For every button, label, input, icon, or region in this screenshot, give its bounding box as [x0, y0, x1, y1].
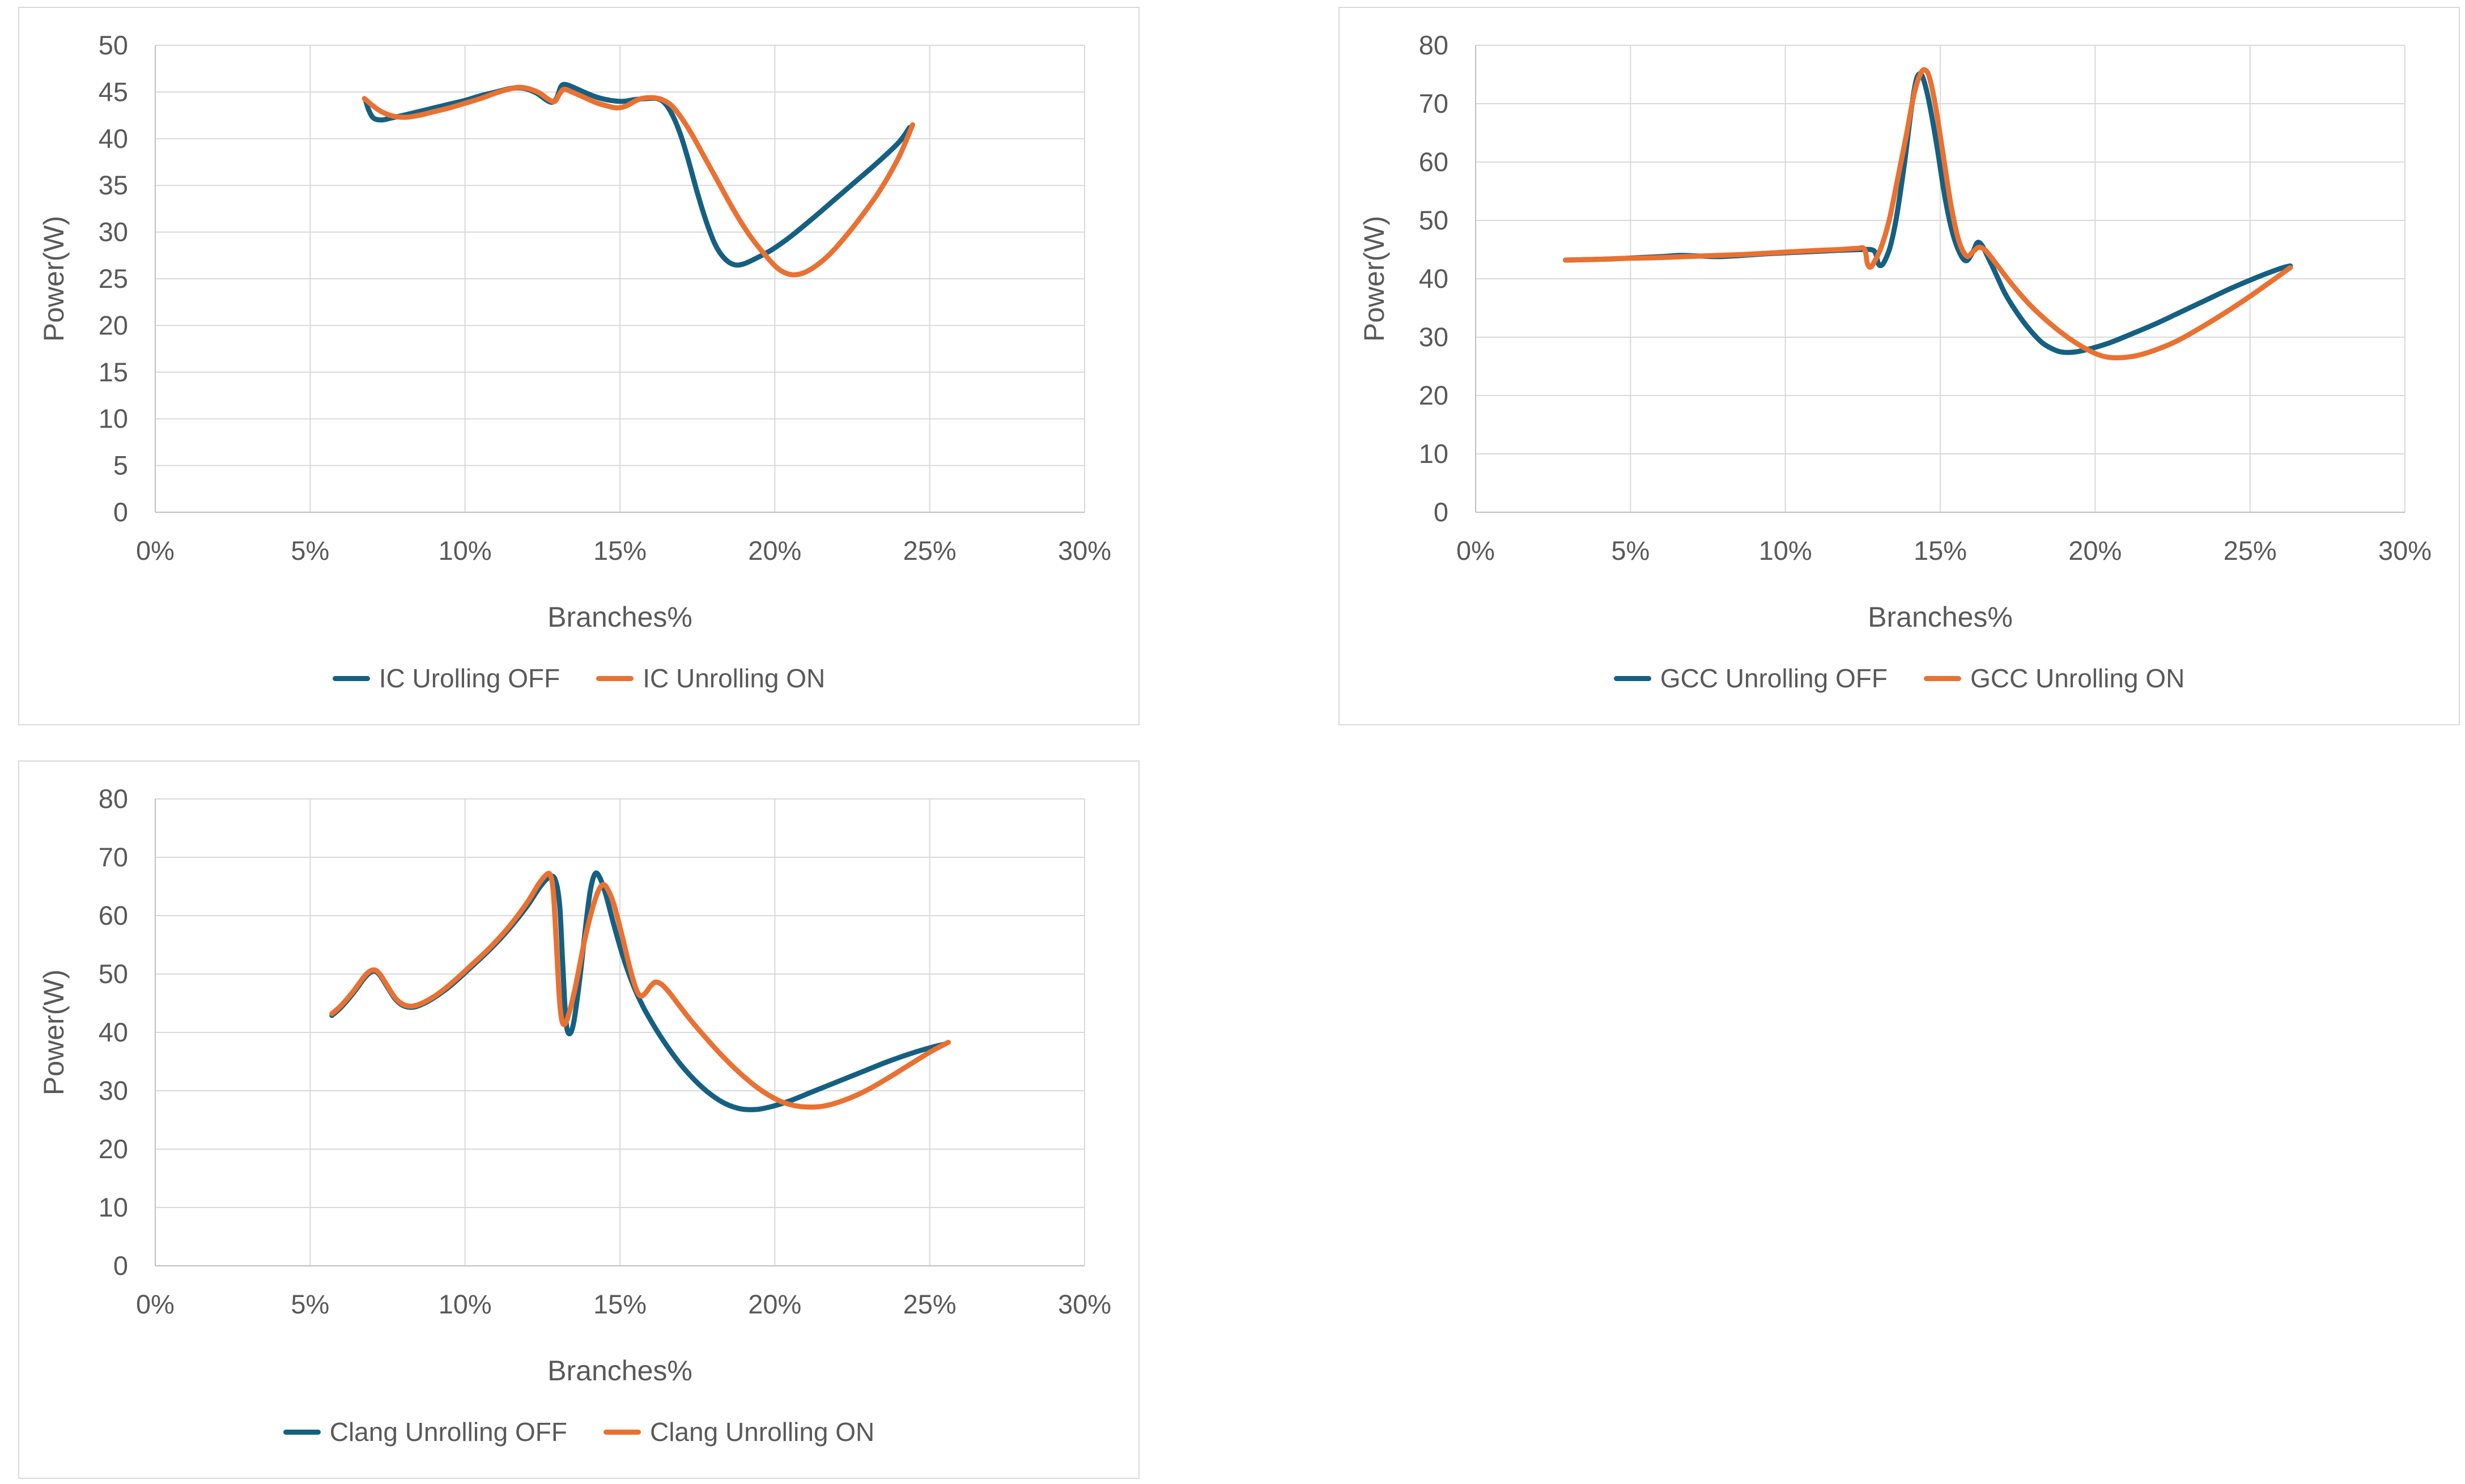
y-tick-label: 60: [1419, 147, 1448, 177]
y-tick-label: 0: [1434, 497, 1448, 527]
x-tick-label: 20%: [748, 1289, 801, 1319]
gcc-unrolling-off-line: [1563, 71, 2293, 355]
legend-item-gcc-unrolling-off: GCC Unrolling OFF: [1613, 663, 1888, 694]
x-axis-title: Branches%: [547, 601, 692, 633]
x-tick-label: 0%: [1456, 535, 1495, 565]
legend-line-swatch: [603, 1429, 641, 1435]
gcc-power-chart: 0 10 20 30 40 50 60 70 80 0% 5% 10% 15% 20% 25% 30% Bran…: [1358, 30, 2432, 633]
y-tick-label: 70: [1419, 88, 1448, 118]
clang-chart-legend: Clang Unrolling OFF Clang Unrolling ON: [19, 1417, 1138, 1447]
y-tick-label: 20: [99, 310, 128, 340]
x-tick-label: 5%: [291, 1289, 329, 1319]
legend-line-swatch: [1923, 675, 1961, 681]
y-tick-label: 50: [1419, 205, 1448, 235]
y-tick-label: 20: [1419, 380, 1448, 410]
y-tick-label: 45: [99, 76, 128, 107]
y-tick-label: 30: [99, 217, 128, 247]
x-tick-label: 30%: [1058, 1289, 1111, 1319]
x-tick-label: 25%: [903, 1289, 957, 1319]
y-tick-label: 40: [1419, 263, 1448, 294]
clang-power-chart: 0 10 20 30 40 50 60 70 80 0% 5% 10% 15% 20% 25% 30% Bran…: [38, 784, 1111, 1387]
y-tick-label: 0: [113, 497, 128, 527]
chart-panel-gcc: 0 10 20 30 40 50 60 70 80 0% 5% 10% 15% 20% 25% 30% Bran…: [1338, 7, 2460, 725]
y-axis-title: Power(W): [1358, 216, 1390, 342]
ic-urolling-off-line: [363, 82, 912, 268]
legend-item-ic-unrolling-on: IC Unrolling ON: [596, 663, 825, 694]
x-tick-label: 5%: [1611, 535, 1650, 565]
legend-line-swatch: [332, 675, 370, 681]
x-tick-label: 15%: [593, 1289, 647, 1319]
y-tick-label: 25: [99, 263, 128, 294]
legend-label: Clang Unrolling OFF: [329, 1417, 567, 1447]
y-tick-label: 15: [99, 357, 128, 387]
legend-item-clang-unrolling-off: Clang Unrolling OFF: [283, 1417, 567, 1447]
y-tick-label: 30: [1419, 322, 1448, 352]
ic-unrolling-on-line: [362, 84, 916, 278]
legend-line-swatch: [596, 675, 634, 681]
y-tick-label: 80: [99, 784, 128, 814]
y-tick-label: 35: [99, 170, 128, 200]
legend-label: Clang Unrolling ON: [649, 1417, 875, 1447]
x-tick-label: 10%: [1759, 535, 1812, 565]
y-tick-label: 50: [99, 30, 128, 60]
y-tick-label: 60: [99, 900, 128, 930]
y-tick-label: 30: [99, 1075, 128, 1105]
x-axis-title: Branches%: [547, 1355, 692, 1387]
gcc-chart-legend: GCC Unrolling OFF GCC Unrolling ON: [1340, 663, 2459, 694]
legend-item-ic-urolling-off: IC Urolling OFF: [332, 663, 560, 694]
legend-line-swatch: [283, 1429, 321, 1435]
ic-chart-legend: IC Urolling OFF IC Unrolling ON: [19, 663, 1138, 694]
y-tick-label: 10: [1419, 439, 1448, 469]
y-tick-label: 80: [1419, 30, 1448, 60]
y-tick-label: 0: [113, 1251, 128, 1281]
legend-item-clang-unrolling-on: Clang Unrolling ON: [603, 1417, 875, 1447]
x-tick-label: 25%: [903, 535, 957, 565]
y-axis-title: Power(W): [38, 216, 70, 342]
y-tick-label: 5: [113, 450, 128, 481]
clang-unrolling-on-line: [329, 870, 951, 1110]
x-tick-label: 0%: [136, 535, 175, 565]
legend-line-swatch: [1613, 675, 1651, 681]
y-tick-label: 10: [99, 1192, 128, 1222]
x-tick-label: 25%: [2224, 535, 2277, 565]
y-tick-label: 50: [99, 959, 128, 989]
gcc-unrolling-on-line: [1563, 67, 2293, 361]
ic-power-chart: 0 5 10 15 20 25 30 35 40 45 50 0% 5% 10% 15% 20% 25% 30% B…: [38, 30, 1111, 633]
x-tick-label: 20%: [2068, 535, 2122, 565]
legend-label: GCC Unrolling OFF: [1660, 664, 1888, 693]
y-tick-label: 40: [99, 124, 128, 154]
legend-item-gcc-unrolling-on: GCC Unrolling ON: [1923, 663, 2185, 694]
legend-label: IC Urolling OFF: [379, 664, 560, 693]
legend-label: IC Unrolling ON: [643, 664, 826, 693]
y-tick-label: 20: [99, 1134, 128, 1164]
x-tick-label: 0%: [136, 1289, 175, 1319]
x-tick-label: 30%: [1058, 535, 1111, 565]
y-tick-label: 70: [99, 842, 128, 872]
x-tick-label: 15%: [1914, 535, 1967, 565]
y-tick-label: 40: [99, 1017, 128, 1047]
legend-label: GCC Unrolling ON: [1970, 664, 2185, 693]
x-axis-title: Branches%: [1868, 601, 2013, 633]
x-tick-label: 5%: [291, 535, 329, 565]
x-tick-label: 30%: [2378, 535, 2432, 565]
x-tick-label: 15%: [593, 535, 647, 565]
chart-panel-clang: 0 10 20 30 40 50 60 70 80 0% 5% 10% 15% 20% 25% 30% Bran…: [18, 760, 1140, 1479]
y-axis-title: Power(W): [38, 970, 70, 1095]
x-tick-label: 10%: [439, 1289, 492, 1319]
x-tick-label: 10%: [439, 535, 492, 565]
chart-panel-ic: 0 5 10 15 20 25 30 35 40 45 50 0% 5% 10% 15% 20% 25% 30% B…: [18, 7, 1140, 725]
y-tick-label: 10: [99, 403, 128, 433]
x-tick-label: 20%: [748, 535, 801, 565]
